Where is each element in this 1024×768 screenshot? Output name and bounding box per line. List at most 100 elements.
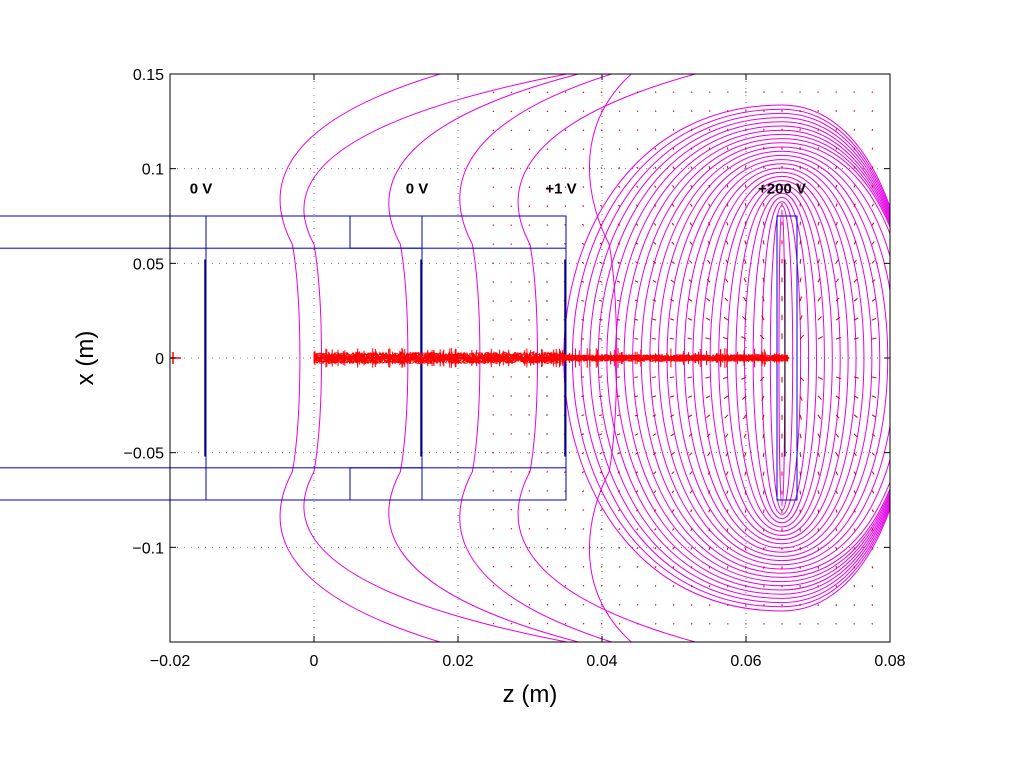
field-vector (690, 528, 693, 532)
field-vector (546, 622, 549, 625)
field-vector (871, 509, 874, 513)
field-vector (634, 414, 639, 417)
field-vector (564, 509, 567, 511)
field-vector (835, 414, 840, 419)
field-vector (600, 546, 603, 549)
field-vector (492, 509, 495, 511)
field-vector (669, 395, 675, 398)
field-vector (726, 184, 729, 188)
field-vector (707, 452, 711, 457)
field-vector (582, 186, 585, 188)
field-vector (817, 452, 821, 457)
field-vector (546, 546, 549, 549)
y-tick-label: 0.1 (142, 162, 164, 179)
field-vector (871, 376, 877, 379)
field-vector (817, 414, 822, 420)
field-vector (546, 565, 549, 568)
field-vector (492, 110, 495, 113)
field-vector (688, 414, 693, 418)
field-vector (652, 337, 657, 340)
field-vector (582, 546, 585, 549)
field-vector (690, 203, 693, 207)
field-vector (871, 260, 875, 264)
field-vector (654, 91, 657, 94)
field-vector (671, 509, 675, 513)
field-vector (492, 148, 495, 151)
field-vector (690, 566, 693, 569)
field-vector (799, 258, 802, 264)
field-vector (582, 490, 585, 493)
field-vector (853, 147, 856, 150)
field-vector (510, 622, 513, 625)
field-vector (799, 277, 802, 283)
field-vector (652, 318, 657, 321)
field-vector (582, 91, 585, 94)
field-vector (817, 165, 820, 169)
field-vector (634, 433, 639, 436)
field-vector (634, 318, 639, 321)
field-vector (582, 528, 585, 530)
field-vector (726, 165, 729, 169)
field-vector (564, 110, 567, 113)
field-vector (600, 148, 603, 151)
field-vector (687, 337, 693, 340)
field-vector (817, 336, 823, 340)
field-vector (853, 222, 857, 226)
field-vector (546, 527, 549, 530)
field-vector (652, 376, 657, 379)
particle-beam (170, 348, 790, 368)
field-vector (528, 167, 531, 170)
field-vector (761, 315, 765, 321)
field-vector (528, 527, 531, 530)
field-vector (599, 319, 603, 321)
field-vector (600, 185, 603, 188)
field-vector (799, 490, 802, 495)
field-vector (636, 185, 639, 188)
field-vector (616, 318, 621, 321)
field-vector (853, 471, 857, 476)
field-vector (634, 280, 639, 283)
field-vector (653, 490, 657, 494)
field-vector (599, 433, 603, 436)
field-vector (853, 433, 858, 438)
field-vector (835, 336, 841, 340)
field-vector (835, 528, 838, 532)
field-vector (705, 395, 711, 399)
equipotential-line (563, 104, 890, 612)
field-vector (528, 224, 531, 226)
field-vector (654, 185, 657, 188)
field-vector (653, 204, 657, 207)
field-vector (690, 147, 693, 150)
field-vector (654, 603, 657, 606)
field-vector (672, 603, 675, 606)
field-vector (581, 300, 585, 302)
field-vector (670, 452, 675, 456)
field-vector (654, 129, 657, 132)
field-vector (581, 471, 585, 474)
field-vector (546, 186, 549, 189)
field-vector (725, 452, 729, 457)
field-vector (744, 240, 747, 245)
field-vector (670, 414, 675, 418)
field-vector (871, 471, 875, 475)
field-vector (835, 433, 839, 438)
field-vector (743, 259, 747, 264)
field-vector (742, 316, 747, 321)
field-vector (654, 566, 657, 569)
field-vector (635, 509, 639, 512)
field-vector (689, 222, 693, 226)
field-vector (670, 260, 675, 264)
field-vector (617, 223, 621, 226)
field-vector (672, 128, 675, 132)
field-vector (707, 490, 711, 494)
field-vector (492, 584, 495, 587)
field-vector (835, 509, 838, 513)
field-vector (492, 224, 495, 226)
field-vector (835, 316, 841, 321)
field-vector (708, 528, 711, 532)
field-vector (492, 91, 495, 94)
field-vector (618, 603, 621, 606)
field-vector (725, 278, 729, 283)
field-vector (762, 433, 765, 439)
field-vector (817, 240, 820, 245)
